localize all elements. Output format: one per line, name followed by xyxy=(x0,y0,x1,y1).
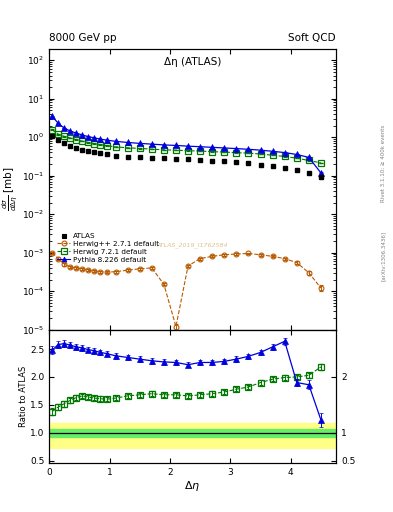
Legend: ATLAS, Herwig++ 2.7.1 default, Herwig 7.2.1 default, Pythia 8.226 default: ATLAS, Herwig++ 2.7.1 default, Herwig 7.… xyxy=(55,231,160,264)
Text: ATLAS_2019_I1762584: ATLAS_2019_I1762584 xyxy=(157,243,228,248)
Text: 8000 GeV pp: 8000 GeV pp xyxy=(49,33,117,44)
Text: [arXiv:1306.3436]: [arXiv:1306.3436] xyxy=(381,231,386,281)
Text: Δη (ATLAS): Δη (ATLAS) xyxy=(164,57,221,67)
X-axis label: $\Delta\eta$: $\Delta\eta$ xyxy=(184,479,201,493)
Y-axis label: Ratio to ATLAS: Ratio to ATLAS xyxy=(20,366,29,427)
Text: Soft QCD: Soft QCD xyxy=(288,33,336,44)
Text: Rivet 3.1.10; ≥ 400k events: Rivet 3.1.10; ≥ 400k events xyxy=(381,125,386,202)
Y-axis label: $\frac{d\sigma}{d\Delta\eta}$ [mb]: $\frac{d\sigma}{d\Delta\eta}$ [mb] xyxy=(1,167,20,211)
